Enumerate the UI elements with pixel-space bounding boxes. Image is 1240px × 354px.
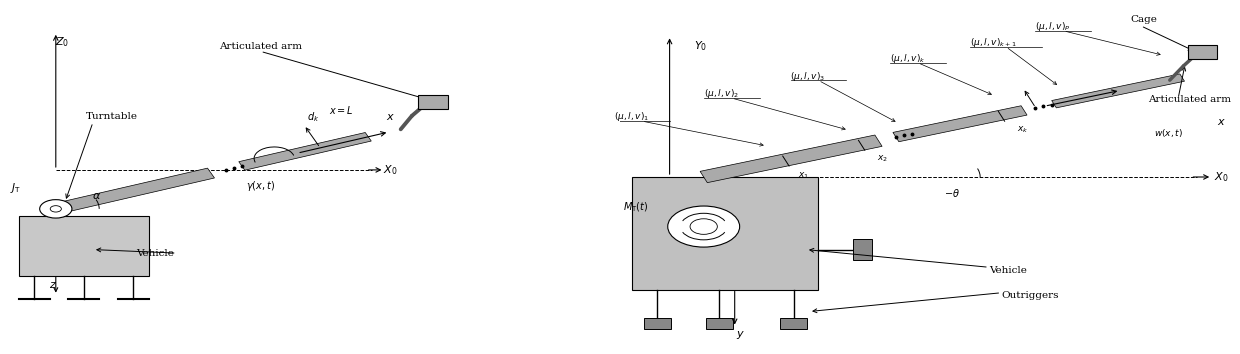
Text: $(\mu,l,v)_k$: $(\mu,l,v)_k$ <box>890 52 925 65</box>
Text: Articulated arm: Articulated arm <box>1148 95 1230 104</box>
Text: $x=L$: $x=L$ <box>329 104 353 116</box>
Polygon shape <box>701 135 882 183</box>
Text: $z$: $z$ <box>48 280 57 290</box>
FancyBboxPatch shape <box>644 318 671 329</box>
Text: $x$: $x$ <box>1216 117 1226 127</box>
Circle shape <box>689 219 717 234</box>
Text: $-\theta$: $-\theta$ <box>944 187 960 199</box>
Text: Cage: Cage <box>1131 15 1157 24</box>
FancyBboxPatch shape <box>853 239 873 260</box>
Polygon shape <box>1052 74 1184 108</box>
Circle shape <box>667 206 739 247</box>
Text: $(\mu,l,v)_P$: $(\mu,l,v)_P$ <box>1035 20 1071 33</box>
Text: $d_k$: $d_k$ <box>308 110 319 124</box>
Text: $(\mu,l,v)_2$: $(\mu,l,v)_2$ <box>704 87 739 100</box>
Text: $x_k$: $x_k$ <box>1017 125 1028 135</box>
Text: $X_0$: $X_0$ <box>1214 170 1229 184</box>
Text: $(\mu,l,v)_1$: $(\mu,l,v)_1$ <box>614 110 650 123</box>
Polygon shape <box>239 132 371 170</box>
Text: $(\mu,l,v)_{k+1}$: $(\mu,l,v)_{k+1}$ <box>970 36 1017 49</box>
Text: $x_2$: $x_2$ <box>877 154 888 164</box>
Circle shape <box>50 206 61 212</box>
Text: $J_\mathrm{T}$: $J_\mathrm{T}$ <box>10 181 21 195</box>
Circle shape <box>40 200 72 218</box>
FancyBboxPatch shape <box>1188 45 1216 59</box>
Text: $y$: $y$ <box>737 329 745 341</box>
Text: Articulated arm: Articulated arm <box>219 41 301 51</box>
Text: Vehicle: Vehicle <box>990 266 1027 275</box>
Text: $\gamma(x,t)$: $\gamma(x,t)$ <box>246 179 275 193</box>
FancyBboxPatch shape <box>632 177 818 290</box>
Polygon shape <box>893 106 1027 142</box>
Text: $w(x,t)$: $w(x,t)$ <box>1154 127 1183 139</box>
FancyBboxPatch shape <box>19 216 149 276</box>
Text: Vehicle: Vehicle <box>136 249 175 258</box>
Text: Turntable: Turntable <box>86 112 138 121</box>
Text: $\alpha$: $\alpha$ <box>92 192 100 201</box>
FancyBboxPatch shape <box>780 318 807 329</box>
Text: $x$: $x$ <box>386 112 396 122</box>
Text: $x_1$: $x_1$ <box>799 171 810 181</box>
Text: $(\mu,l,v)_3$: $(\mu,l,v)_3$ <box>791 70 826 82</box>
Text: $Z_0$: $Z_0$ <box>55 36 69 49</box>
Text: Outriggers: Outriggers <box>1002 291 1059 300</box>
Text: $X_0$: $X_0$ <box>383 163 398 177</box>
Text: $Y_0$: $Y_0$ <box>694 39 707 53</box>
Polygon shape <box>52 168 215 214</box>
FancyBboxPatch shape <box>706 318 733 329</box>
FancyBboxPatch shape <box>418 95 448 109</box>
Text: $M_\mathrm{T}(t)$: $M_\mathrm{T}(t)$ <box>624 200 649 214</box>
